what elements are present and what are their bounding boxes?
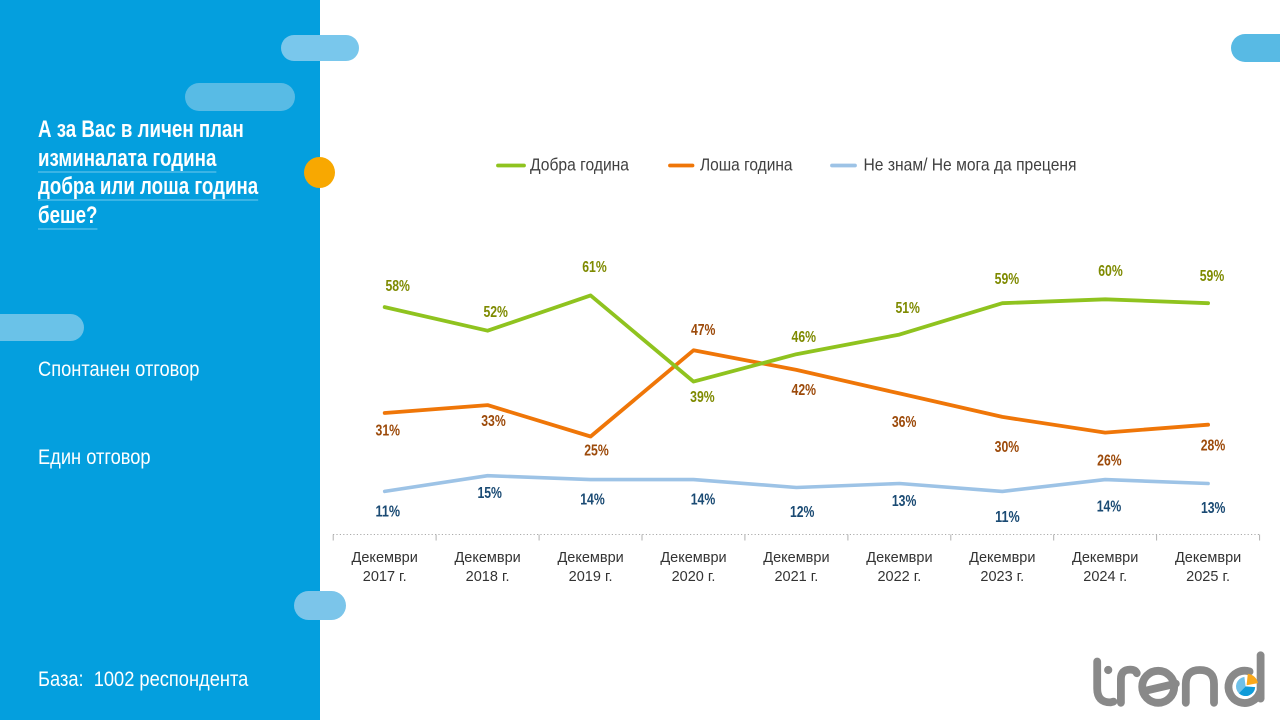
svg-text:42%: 42%: [792, 382, 817, 399]
svg-text:39%: 39%: [690, 389, 715, 406]
svg-text:2019 г.: 2019 г.: [569, 569, 613, 585]
svg-text:60%: 60%: [1098, 263, 1123, 280]
svg-text:Декември: Декември: [1175, 550, 1241, 566]
svg-text:51%: 51%: [895, 300, 920, 317]
svg-text:26%: 26%: [1097, 453, 1122, 470]
svg-text:2023 г.: 2023 г.: [980, 569, 1024, 585]
svg-text:14%: 14%: [1097, 499, 1122, 516]
svg-text:30%: 30%: [995, 439, 1020, 456]
svg-text:Декември: Декември: [557, 550, 623, 566]
svg-text:2024 г.: 2024 г.: [1083, 569, 1127, 585]
svg-text:13%: 13%: [892, 493, 917, 510]
svg-text:Декември: Декември: [352, 550, 418, 566]
svg-text:59%: 59%: [1200, 268, 1225, 285]
svg-text:Декември: Декември: [454, 550, 520, 566]
svg-text:2020 г.: 2020 г.: [672, 569, 716, 585]
svg-text:2021 г.: 2021 г.: [774, 569, 818, 585]
svg-text:2017 г.: 2017 г.: [363, 569, 407, 585]
svg-text:47%: 47%: [691, 322, 716, 339]
svg-text:13%: 13%: [1201, 500, 1226, 517]
svg-text:61%: 61%: [582, 259, 607, 276]
svg-text:Лоша година: Лоша година: [700, 155, 793, 175]
svg-text:Декември: Декември: [763, 550, 829, 566]
svg-text:58%: 58%: [385, 278, 410, 295]
svg-text:52%: 52%: [483, 304, 508, 321]
svg-text:Не знам/ Не мога да преценя: Не знам/ Не мога да преценя: [864, 155, 1077, 175]
svg-text:36%: 36%: [892, 414, 917, 431]
svg-text:Декември: Декември: [969, 550, 1035, 566]
svg-text:28%: 28%: [1201, 438, 1226, 455]
svg-text:33%: 33%: [481, 413, 506, 430]
svg-text:2025 г.: 2025 г.: [1186, 569, 1230, 585]
svg-text:2022 г.: 2022 г.: [877, 569, 921, 585]
svg-text:31%: 31%: [376, 423, 401, 440]
svg-text:Декември: Декември: [866, 550, 932, 566]
svg-text:Добра година: Добра година: [530, 155, 629, 175]
svg-text:59%: 59%: [995, 271, 1020, 288]
svg-text:Декември: Декември: [1072, 550, 1138, 566]
svg-text:11%: 11%: [995, 509, 1020, 526]
svg-text:14%: 14%: [580, 492, 605, 509]
svg-text:25%: 25%: [584, 443, 609, 460]
svg-text:11%: 11%: [376, 504, 401, 521]
svg-text:15%: 15%: [477, 485, 502, 502]
svg-text:Декември: Декември: [660, 550, 726, 566]
svg-text:2018 г.: 2018 г.: [466, 569, 510, 585]
svg-text:46%: 46%: [792, 329, 817, 346]
svg-text:12%: 12%: [790, 504, 815, 521]
svg-text:14%: 14%: [691, 492, 716, 509]
